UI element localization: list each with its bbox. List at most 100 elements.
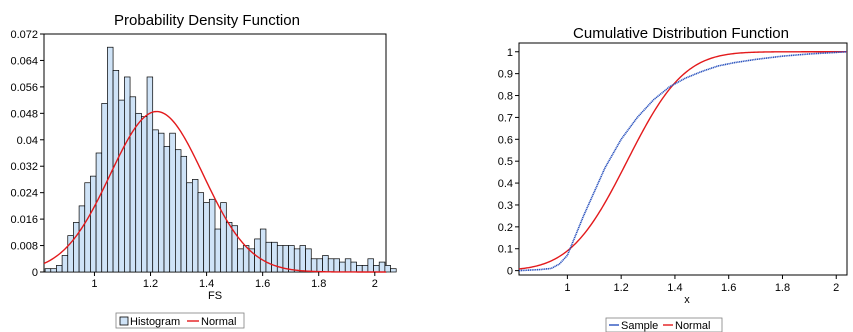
histogram-bar	[339, 261, 346, 273]
histogram-bar	[146, 76, 154, 273]
cdf-y-tick-label: 0.4	[498, 178, 513, 190]
pdf-x-tick-label: 1.2	[143, 278, 158, 290]
histogram-bar	[316, 258, 323, 273]
pdf-y-tick-label: 0.008	[10, 241, 38, 253]
pdf-legend-normal-label: Normal	[201, 316, 236, 328]
histogram-bar	[50, 268, 57, 273]
histogram-bar	[78, 205, 86, 273]
pdf-y-tick-label: 0.056	[10, 82, 38, 94]
pdf-x-tick-label: 1.6	[255, 278, 270, 290]
histogram-bar	[288, 245, 295, 273]
histogram-bar	[158, 132, 165, 273]
pdf-y-tick-label: 0	[32, 267, 38, 279]
cdf-legend-normal-label: Normal	[675, 320, 710, 332]
cdf-x-tick-label: 1	[564, 282, 570, 294]
cdf-y-tick-label: 0.2	[498, 222, 513, 234]
pdf-legend-histogram-label: Histogram	[130, 316, 180, 328]
histogram-bar	[163, 146, 171, 273]
histogram-bar	[333, 258, 340, 273]
cdf-legend-sample-label: Sample	[621, 320, 658, 332]
histogram-bar	[107, 46, 114, 273]
histogram-bar	[203, 202, 210, 273]
histogram-bar	[344, 258, 352, 273]
histogram-bar	[265, 241, 272, 273]
histogram-bar	[384, 265, 391, 273]
pdf-y-tick-label: 0.032	[10, 161, 38, 173]
pdf-legend: Histogram Normal	[115, 312, 245, 329]
cdf-sample-curve	[518, 50, 848, 272]
histogram-bar	[186, 182, 193, 273]
cdf-y-tick-label: 0.3	[498, 200, 513, 212]
histogram-bar	[90, 175, 97, 273]
cdf-x-tick-label: 1.6	[721, 282, 736, 294]
histogram-bar	[361, 265, 369, 273]
pdf-y-tick-label: 0.016	[10, 214, 38, 226]
histogram-bar	[350, 261, 357, 273]
histogram-bar	[214, 228, 222, 273]
histogram-bar	[220, 202, 227, 273]
cdf-x-tick-label: 1.8	[775, 282, 790, 294]
cdf-y-tick-label: 0.5	[498, 156, 513, 168]
cdf-y-tick-label: 0.9	[498, 69, 513, 81]
histogram-bar	[118, 99, 125, 273]
cdf-x-axis-label: x	[684, 294, 690, 306]
histogram-bar	[56, 265, 63, 273]
pdf-y-tick-label: 0.048	[10, 108, 38, 120]
pdf-x-tick-label: 1.8	[311, 278, 326, 290]
cdf-plot-area	[518, 42, 848, 276]
histogram-bar	[84, 182, 91, 273]
histogram-bar	[310, 258, 318, 273]
histogram-bar	[225, 222, 233, 273]
pdf-y-tick-label: 0.064	[10, 55, 38, 67]
histogram-bar	[367, 258, 374, 273]
cdf-y-tick-label: 0.6	[498, 134, 513, 146]
pdf-y-tick-label: 0.04	[17, 135, 38, 147]
histogram-bar	[322, 255, 329, 273]
cdf-x-tick-label: 1.4	[667, 282, 682, 294]
pdf-chart: Probability Density Function 0 0.008 0.016…	[10, 12, 397, 329]
histogram-bar	[175, 149, 182, 273]
pdf-x-tick-label: 1	[91, 278, 97, 290]
cdf-normal-curve	[518, 51, 847, 270]
cdf-chart: Cumulative Distribution Function 0 0.1 0.2…	[498, 25, 848, 332]
histogram-bar	[378, 261, 386, 273]
histogram-bar	[208, 198, 216, 273]
histogram-bar	[197, 192, 205, 273]
pdf-normal-curve	[43, 110, 386, 273]
cdf-x-tick-label: 1.2	[614, 282, 629, 294]
histogram-bar	[299, 245, 306, 273]
pdf-y-tick-label: 0.072	[10, 29, 38, 41]
histogram-bar	[271, 241, 278, 273]
histogram-bar	[95, 152, 103, 273]
pdf-legend-box	[115, 312, 245, 329]
histogram-bar	[61, 255, 69, 273]
pdf-x-axis: 1 1.2 1.4 1.6 1.8 2	[91, 272, 378, 290]
cdf-y-tick-label: 0.7	[498, 112, 513, 124]
pdf-y-tick-label: 0.024	[10, 188, 38, 200]
cdf-y-tick-label: 0.1	[498, 244, 513, 256]
pdf-y-axis: 0 0.008 0.016 0.024 0.032 0.04 0.048 0.056 0.064…	[10, 29, 44, 279]
pdf-legend-histogram-swatch	[119, 316, 129, 326]
pdf-x-tick-label: 2	[372, 278, 378, 290]
histogram-bar	[112, 70, 120, 273]
cdf-y-tick-label: 0	[507, 266, 513, 278]
pdf-x-axis-label: FS	[208, 290, 222, 302]
pdf-histogram-bars	[44, 46, 397, 273]
histogram-bar	[293, 248, 301, 273]
histogram-bar	[192, 179, 199, 273]
histogram-bar	[135, 112, 142, 273]
histogram-bar	[124, 76, 131, 273]
histogram-bar	[237, 248, 244, 273]
histogram-bar	[180, 155, 188, 273]
histogram-bar	[390, 268, 397, 273]
histogram-bar	[73, 222, 80, 273]
histogram-bar	[373, 265, 380, 273]
cdf-legend: Sample Normal	[605, 317, 723, 332]
histogram-bar	[129, 96, 137, 273]
pdf-x-tick-label: 1.4	[199, 278, 214, 290]
histogram-bar	[305, 248, 312, 273]
histogram-bar	[356, 265, 363, 273]
histogram-bar	[152, 129, 159, 273]
cdf-x-axis: 1 1.2 1.4 1.6 1.8 2	[564, 275, 839, 294]
